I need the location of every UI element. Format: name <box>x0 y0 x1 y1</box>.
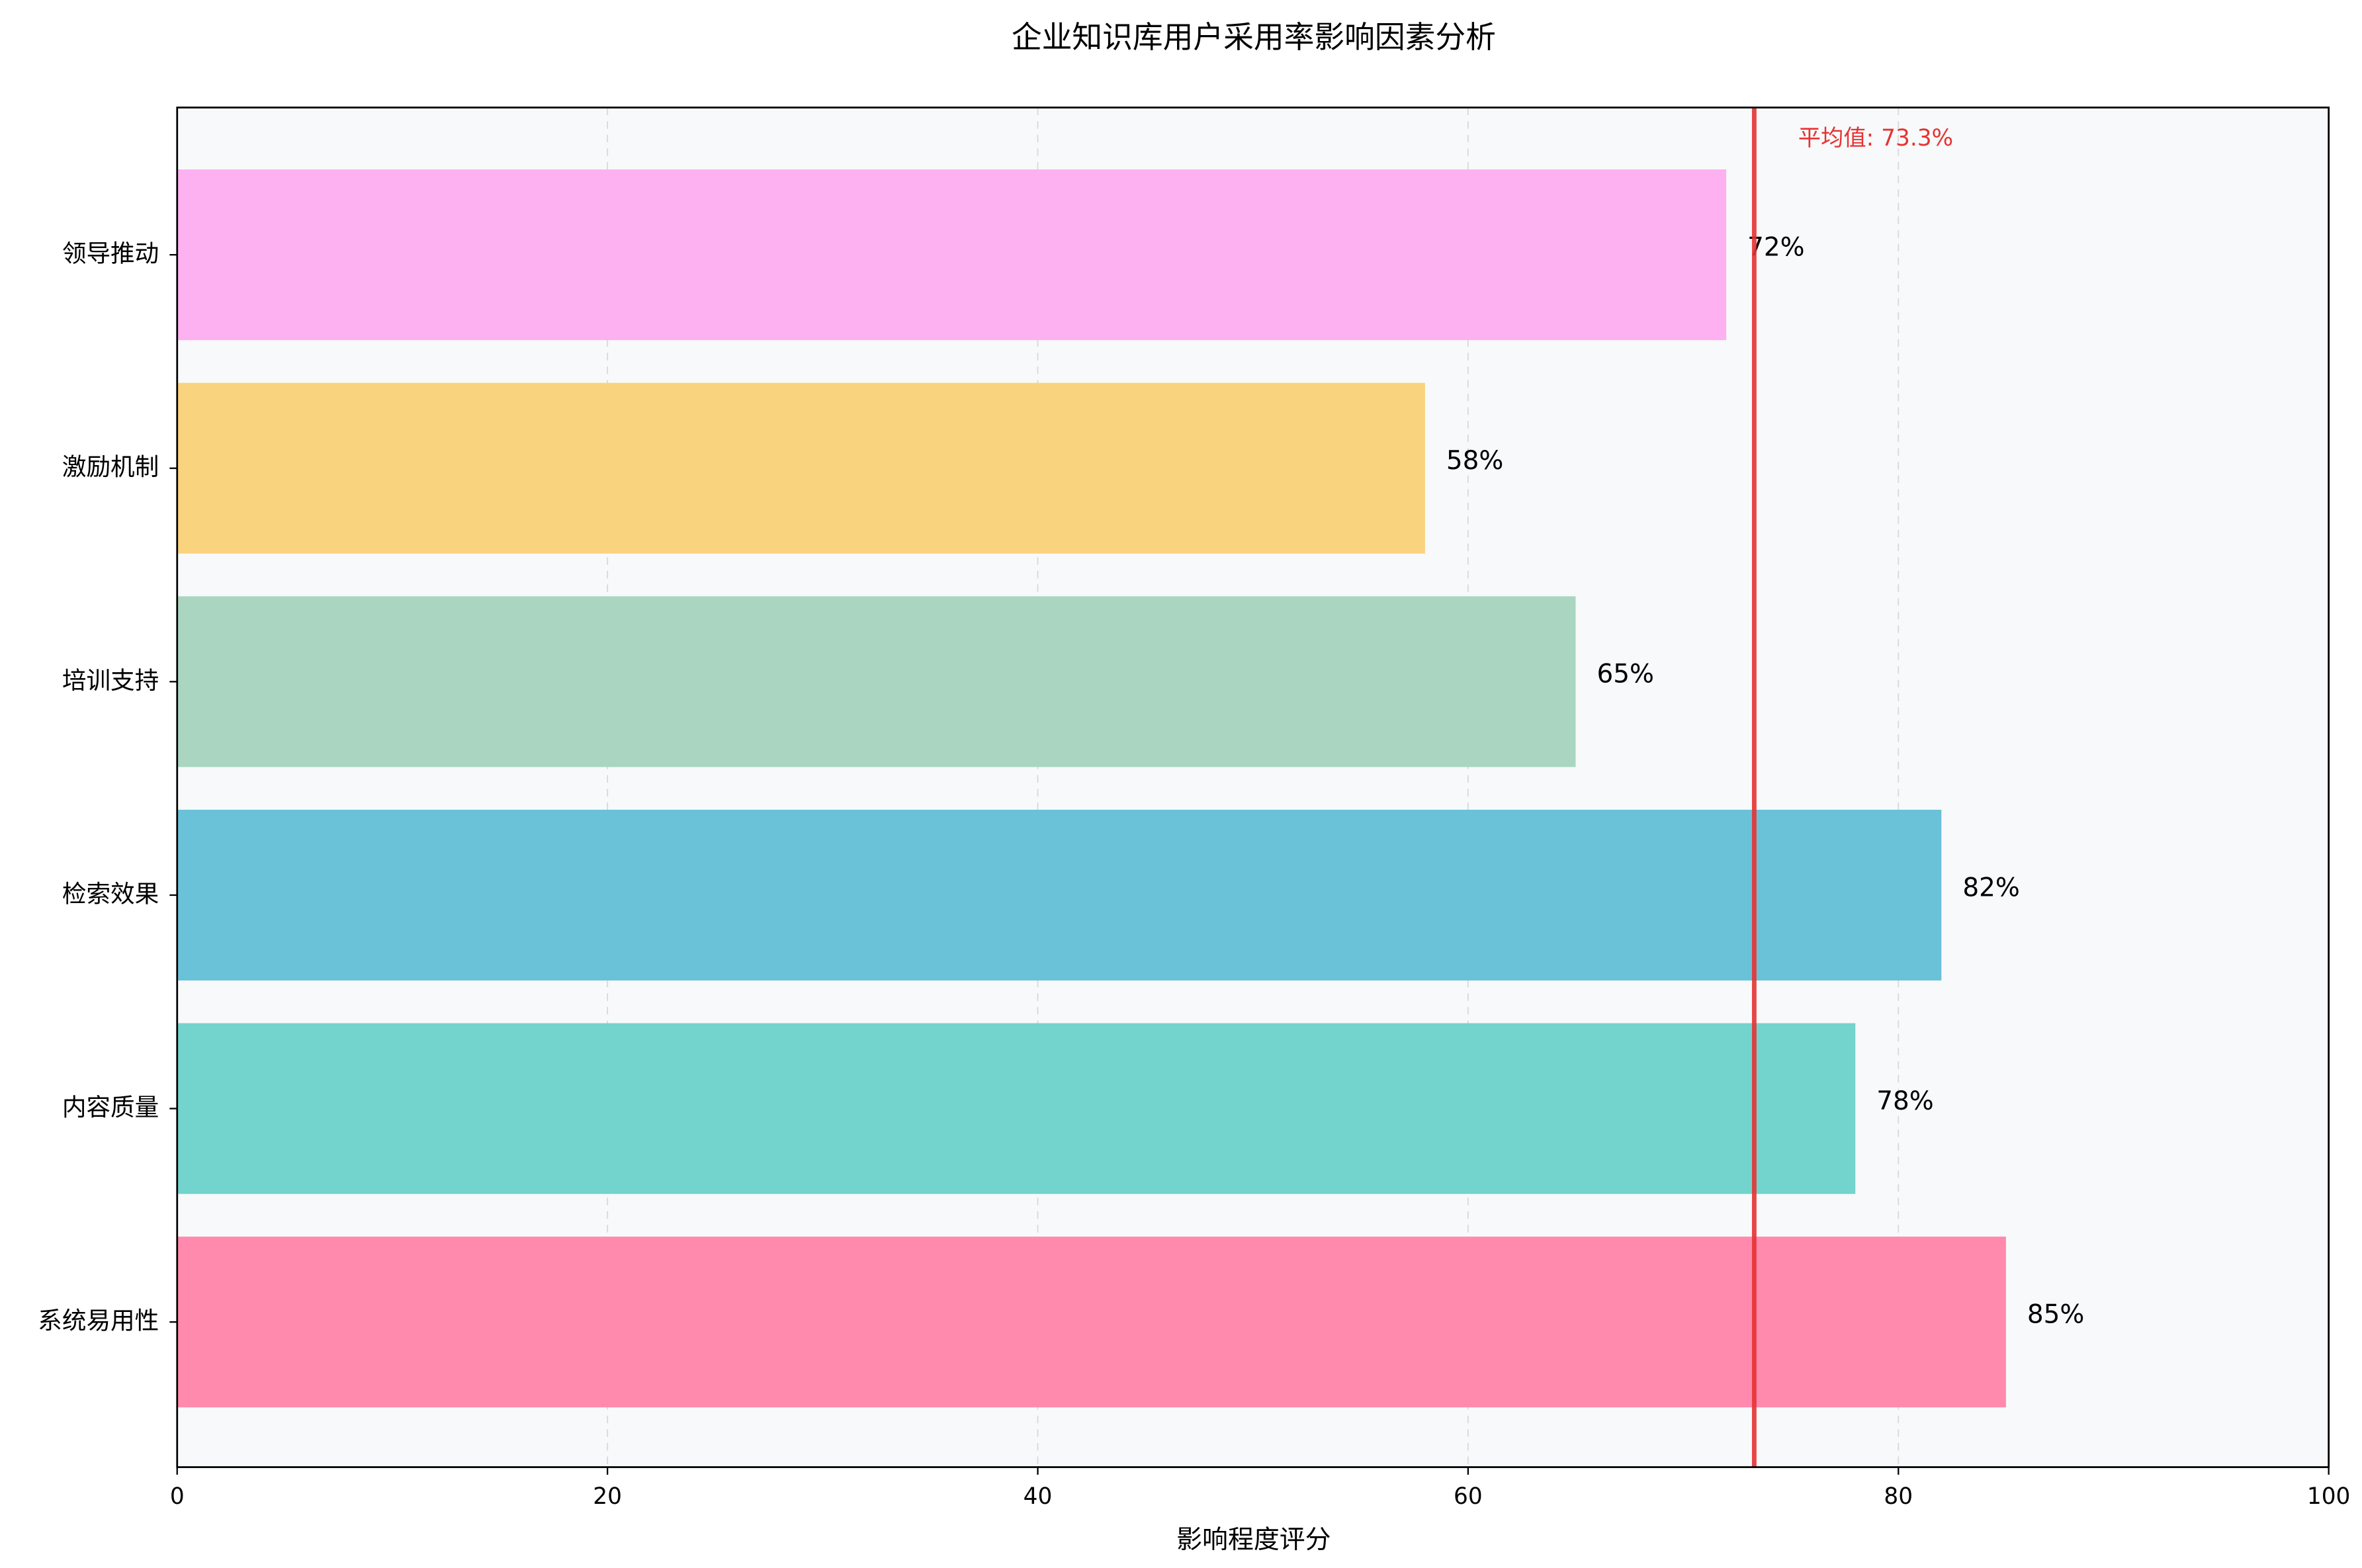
bar <box>177 1237 2006 1408</box>
value-label: 58% <box>1446 446 1503 476</box>
bar <box>177 1023 1856 1194</box>
bar <box>177 596 1576 767</box>
value-label: 85% <box>2027 1300 2084 1330</box>
plot-frame <box>176 107 2330 1468</box>
value-label: 72% <box>1747 232 1804 262</box>
x-tick-label: 40 <box>1024 1483 1053 1510</box>
bar <box>177 809 1942 980</box>
x-tick-label: 80 <box>1884 1483 1913 1510</box>
x-tick-label: 0 <box>170 1483 185 1510</box>
y-tick-label: 培训支持 <box>62 666 159 695</box>
y-tick-label: 检索效果 <box>62 879 159 908</box>
chart-title: 企业知识库用户采用率影响因素分析 <box>1012 20 1496 55</box>
y-tick-label: 领导推动 <box>62 240 159 268</box>
x-tick-label: 60 <box>1454 1483 1483 1510</box>
x-tick-label: 100 <box>2307 1483 2351 1510</box>
value-label: 65% <box>1597 660 1654 689</box>
value-label: 78% <box>1876 1086 1933 1116</box>
y-tick-label: 系统易用性 <box>38 1307 159 1335</box>
y-tick-label: 激励机制 <box>62 453 159 481</box>
mean-label: 平均值: 73.3% <box>1798 125 1953 152</box>
bar <box>177 169 1727 341</box>
value-label: 82% <box>1962 873 2019 902</box>
x-axis-label: 影响程度评分 <box>1176 1525 1331 1555</box>
x-tick-label: 20 <box>593 1483 622 1510</box>
bar <box>177 382 1425 554</box>
y-tick-label: 内容质量 <box>62 1093 159 1121</box>
